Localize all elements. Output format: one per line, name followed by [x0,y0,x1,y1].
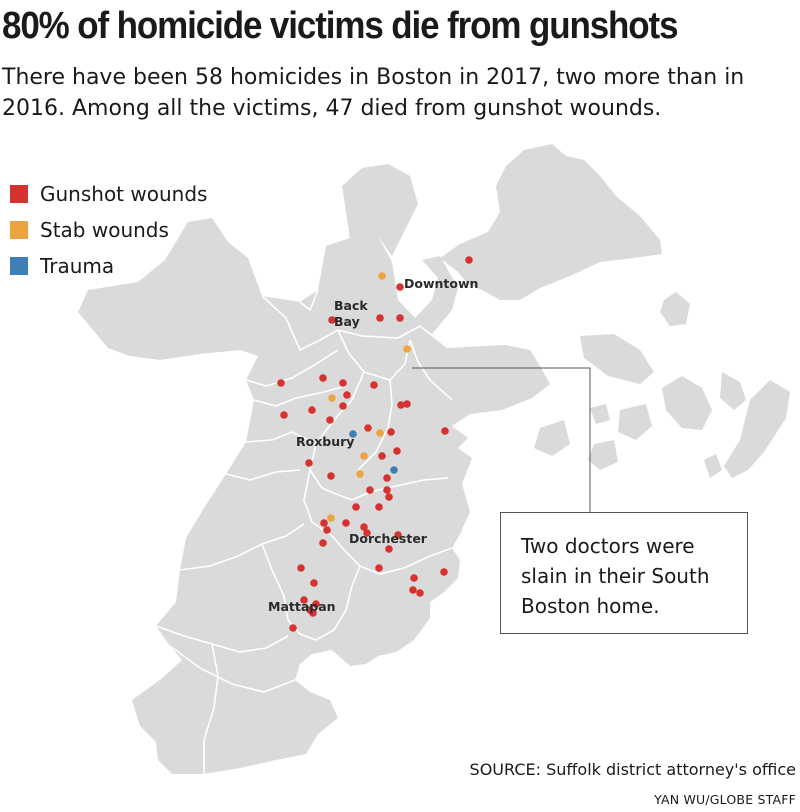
gunshot-point [326,416,334,424]
gunshot-point [277,379,285,387]
credit-line: YAN WU/GLOBE STAFF [654,792,796,807]
gunshot-point [441,427,449,435]
annotation-callout: Two doctors were slain in their South Bo… [500,512,748,634]
gunshot-point [387,428,395,436]
stab-point [376,429,384,437]
chart-subtitle: There have been 58 homicides in Boston i… [2,65,745,121]
gunshot-point [343,391,351,399]
gunshot-point [370,381,378,389]
island-8 [534,420,570,456]
gunshot-point [416,589,424,597]
land-layer [78,144,790,774]
gunshot-point [375,564,383,572]
place-labels: Downtown Back Bay Roxbury Dorchester Mat… [268,276,478,614]
gunshot-point [308,406,316,414]
gunshot-point [440,568,448,576]
legend-item-gunshot: Gunshot wounds [10,176,207,212]
label-dorchester: Dorchester [349,531,428,546]
gunshot-point [289,624,297,632]
gunshot-point [339,402,347,410]
label-bay: Bay [334,314,360,329]
stab-point [360,452,368,460]
label-downtown: Downtown [404,276,478,291]
stab-point [403,345,411,353]
neighborhood-boundaries [155,261,453,774]
gunshot-point [342,519,350,527]
label-mattapan: Mattapan [268,599,336,614]
island-4 [720,372,746,410]
callout-leader-line [412,367,591,512]
gunshot-point [300,596,308,604]
gunshot-point [364,424,372,432]
island-10 [704,454,722,478]
stab-point [356,470,364,478]
gunshot-point [319,539,327,547]
gunshot-point [297,564,305,572]
gunshot-point [383,486,391,494]
trauma-point [390,466,398,474]
gunshot-point [396,314,404,322]
stab-point [378,272,386,280]
gunshot-point [320,519,328,527]
island-3 [662,376,712,430]
stab-point [327,514,335,522]
gunshot-point [339,379,347,387]
gunshot-point [385,493,393,501]
gunshot-point [366,486,374,494]
legend-swatch-stab [10,221,28,239]
legend: Gunshot wounds Stab wounds Trauma [10,176,207,284]
gunshot-point [410,574,418,582]
gunshot-point [319,374,327,382]
gunshot-point [376,314,384,322]
gunshot-point [409,586,417,594]
gunshot-point [378,452,386,460]
island-6 [618,404,652,440]
charlestown-land [342,164,418,256]
gunshot-point [327,472,335,480]
gunshot-point [396,283,404,291]
label-back: Back [334,298,368,313]
gunshot-point [280,411,288,419]
gunshot-point [305,459,313,467]
legend-item-trauma: Trauma [10,248,207,284]
label-roxbury: Roxbury [296,434,354,449]
gunshot-point [310,579,318,587]
island-2 [580,334,654,384]
gunshot-point [312,600,320,608]
gunshot-point [328,316,336,324]
gunshot-point [375,503,383,511]
incident-points [277,256,473,632]
legend-label-stab: Stab wounds [40,218,169,242]
gunshot-point [363,529,371,537]
legend-swatch-trauma [10,257,28,275]
legend-label-trauma: Trauma [40,254,115,278]
east-boston-land [440,144,662,300]
island-7 [590,404,610,424]
gunshot-point [394,531,402,539]
legend-swatch-gunshot [10,185,28,203]
boston-land [78,218,550,774]
gunshot-point [465,256,473,264]
gunshot-point [360,523,368,531]
annotation-text: Two doctors were slain in their South Bo… [521,534,710,618]
gunshot-point [306,606,314,614]
legend-label-gunshot: Gunshot wounds [40,182,208,206]
gunshot-point [403,400,411,408]
gunshot-point [385,545,393,553]
gunshot-point [397,401,405,409]
source-note: SOURCE: Suffolk district attorney's offi… [469,760,796,779]
trauma-point [349,430,357,438]
chart-title: 80% of homicide victims die from gunshot… [2,5,679,47]
gunshot-point [352,503,360,511]
gunshot-point [323,526,331,534]
stab-point [328,394,336,402]
island-9 [588,440,618,470]
island-1 [660,292,690,326]
gunshot-point [383,474,391,482]
island-5 [724,380,790,478]
legend-item-stab: Stab wounds [10,212,207,248]
gunshot-point [393,447,401,455]
